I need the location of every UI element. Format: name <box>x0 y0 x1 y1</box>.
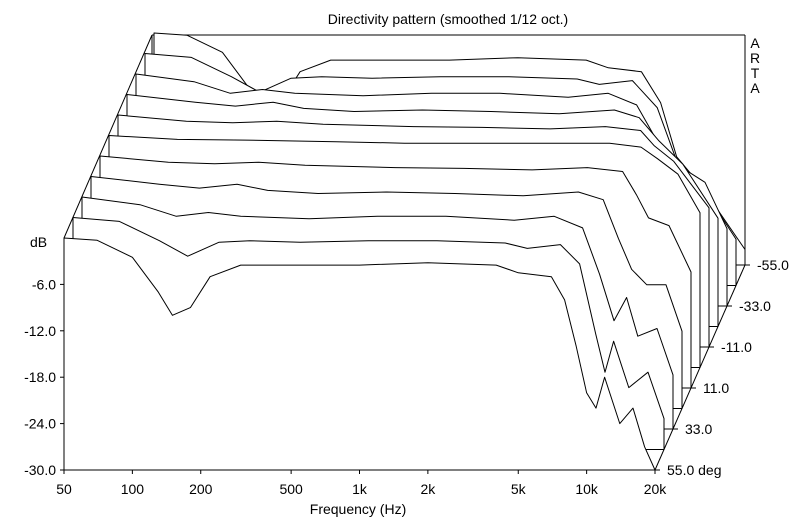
depth-tick-label: 55.0 deg <box>667 462 722 478</box>
depth-tick-labels: -55.0 -33.0 -11.0 11.0 33.0 55.0 deg <box>655 257 789 478</box>
x-tick-label: 50 <box>56 481 72 497</box>
depth-tick-label: -33.0 <box>739 298 771 314</box>
watermark-letter: T <box>751 65 760 81</box>
x-tick-label: 10k <box>575 481 599 497</box>
x-tick-labels: 50 100 200 500 1k 2k 5k 10k 20k <box>56 470 667 497</box>
y-tick-label: -30.0 <box>24 462 56 478</box>
watermark-letter: A <box>750 80 760 96</box>
x-tick-label: 200 <box>189 481 213 497</box>
x-tick-label: 20k <box>644 481 668 497</box>
y-tick-labels: -6.0 -12.0 -18.0 -24.0 -30.0 <box>24 276 64 478</box>
x-tick-label: 5k <box>511 481 527 497</box>
slice-angle-55 <box>63 237 656 471</box>
x-axis-label: Frequency (Hz) <box>310 501 406 517</box>
watermark-letter: R <box>750 50 760 66</box>
angle-slices <box>63 32 746 471</box>
y-tick-label: -12.0 <box>24 323 56 339</box>
x-tick-label: 100 <box>121 481 145 497</box>
y-tick-label: -24.0 <box>24 416 56 432</box>
x-tick-label: 500 <box>279 481 303 497</box>
depth-tick-label: -55.0 <box>757 257 789 273</box>
chart-title: Directivity pattern (smoothed 1/12 oct.) <box>328 11 568 27</box>
depth-left-edge <box>63 34 153 239</box>
x-tick-label: 1k <box>352 481 368 497</box>
depth-tick-label: -11.0 <box>721 339 752 355</box>
y-axis-label: dB <box>30 234 47 250</box>
watermark-letter: A <box>750 35 760 51</box>
x-tick-label: 2k <box>420 481 436 497</box>
depth-tick-label: 33.0 <box>685 421 712 437</box>
y-tick-label: -6.0 <box>32 276 56 292</box>
depth-tick-label: 11.0 <box>703 380 729 396</box>
y-tick-label: -18.0 <box>24 369 56 385</box>
